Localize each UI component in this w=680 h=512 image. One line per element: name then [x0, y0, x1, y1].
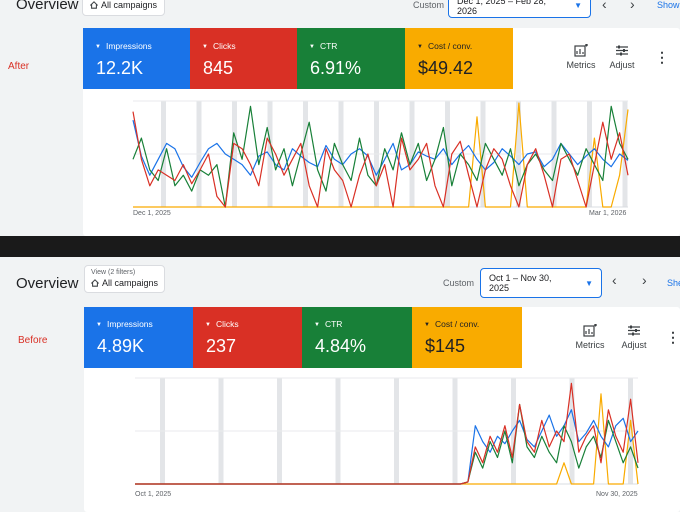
- performance-card: Impressions 4.89K Clicks 237 CTR 4.84% C…: [84, 307, 680, 512]
- after-panel: Overview All campaigns Custom Dec 1, 202…: [0, 0, 680, 236]
- metric-value: 237: [206, 336, 237, 356]
- metric-tile-clicks[interactable]: Clicks 845: [190, 28, 297, 89]
- after-performance-chart: [132, 100, 629, 208]
- performance-card: Impressions 12.2K Clicks 845 CTR 6.91% C…: [83, 28, 680, 236]
- after-header: Overview All campaigns Custom Dec 1, 202…: [0, 0, 680, 32]
- series-line-clicks: [135, 382, 639, 485]
- x-axis-start-label: Oct 1, 2025: [135, 491, 172, 498]
- metric-value: 6.91%: [310, 58, 362, 78]
- metric-value: $145: [425, 336, 466, 356]
- series-line-ctr: [135, 403, 639, 485]
- show-link[interactable]: She: [667, 278, 680, 288]
- metrics-button[interactable]: Metrics: [561, 44, 601, 70]
- adjust-label: Adjust: [609, 60, 635, 70]
- chart-add-icon: [583, 324, 597, 337]
- previous-period-button[interactable]: ‹: [612, 272, 617, 288]
- metric-name: Cost / conv.: [424, 319, 479, 329]
- metric-name: Clicks: [205, 319, 239, 329]
- metrics-label: Metrics: [575, 340, 605, 350]
- panel-divider: [0, 236, 680, 257]
- metric-name: CTR: [309, 41, 337, 51]
- next-period-button[interactable]: ›: [642, 272, 647, 288]
- metric-name: Impressions: [95, 41, 152, 51]
- metric-name: Impressions: [96, 319, 153, 329]
- series-line-cost-conv: [133, 102, 629, 208]
- campaign-filter-chip[interactable]: All campaigns: [82, 0, 166, 16]
- x-axis-end-label: Mar 1, 2026: [589, 210, 627, 217]
- metric-value: 4.84%: [315, 336, 367, 356]
- more-options-icon[interactable]: ⋮: [666, 329, 680, 345]
- metrics-button[interactable]: Metrics: [570, 324, 610, 350]
- tune-icon: [616, 45, 628, 56]
- series-line-clicks: [132, 111, 629, 208]
- metric-name: Cost / conv.: [417, 41, 472, 51]
- metric-value: $49.42: [418, 58, 474, 78]
- custom-label: Custom: [413, 0, 445, 10]
- next-period-button[interactable]: ›: [630, 0, 635, 12]
- series-line-ctr: [132, 105, 629, 208]
- adjust-label: Adjust: [621, 340, 647, 350]
- metric-tile-impressions[interactable]: Impressions 4.89K: [84, 307, 193, 368]
- before-label: Before: [18, 335, 48, 346]
- metric-tile-ctr[interactable]: CTR 6.91%: [297, 28, 405, 89]
- custom-label: Custom: [443, 278, 475, 288]
- chevron-down-icon: ▼: [574, 1, 582, 10]
- home-icon: [90, 1, 98, 9]
- chevron-down-icon: ▼: [585, 278, 593, 288]
- after-label: After: [8, 61, 30, 72]
- date-range-picker[interactable]: Dec 1, 2025 – Feb 28, 2026 ▼: [448, 0, 591, 18]
- metrics-label: Metrics: [566, 60, 596, 70]
- show-link[interactable]: Show: [657, 0, 680, 10]
- page-title: Overview: [16, 275, 79, 292]
- metric-tile-cost-per-conv[interactable]: Cost / conv. $49.42: [405, 28, 513, 89]
- adjust-button[interactable]: Adjust: [604, 44, 640, 70]
- filter-chip-label: All campaigns: [102, 278, 159, 288]
- home-icon: [91, 279, 99, 287]
- x-axis-end-label: Nov 30, 2025: [596, 491, 638, 498]
- metric-tile-impressions[interactable]: Impressions 12.2K: [83, 28, 190, 89]
- filter-count-label: View (2 filters): [91, 269, 136, 276]
- metric-tile-ctr[interactable]: CTR 4.84%: [302, 307, 412, 368]
- metric-value: 12.2K: [96, 58, 144, 78]
- more-options-icon[interactable]: ⋮: [655, 49, 669, 65]
- metric-name: CTR: [314, 319, 342, 329]
- before-performance-chart: [135, 377, 639, 485]
- date-range-picker[interactable]: Oct 1 – Nov 30, 2025 ▼: [480, 268, 602, 298]
- filter-chip-label: All campaigns: [101, 0, 158, 10]
- tune-icon: [628, 325, 640, 336]
- metric-name: Clicks: [202, 41, 236, 51]
- date-range-text: Oct 1 – Nov 30, 2025: [489, 273, 552, 293]
- date-range-text: Dec 1, 2025 – Feb 28, 2026: [457, 0, 547, 16]
- metric-tile-clicks[interactable]: Clicks 237: [193, 307, 302, 368]
- x-axis-start-label: Dec 1, 2025: [133, 210, 171, 217]
- metric-value: 4.89K: [97, 336, 145, 356]
- before-panel: Overview View (2 filters) All campaigns …: [0, 257, 680, 512]
- previous-period-button[interactable]: ‹: [602, 0, 607, 12]
- before-header: Overview View (2 filters) All campaigns …: [0, 257, 680, 301]
- adjust-button[interactable]: Adjust: [616, 324, 652, 350]
- page-title: Overview: [16, 0, 79, 13]
- series-line-impressions: [135, 409, 639, 485]
- metric-tile-cost-per-conv[interactable]: Cost / conv. $145: [412, 307, 522, 368]
- metric-value: 845: [203, 58, 234, 78]
- campaign-filter-chip[interactable]: View (2 filters) All campaigns: [84, 265, 166, 293]
- chart-add-icon: [574, 44, 588, 57]
